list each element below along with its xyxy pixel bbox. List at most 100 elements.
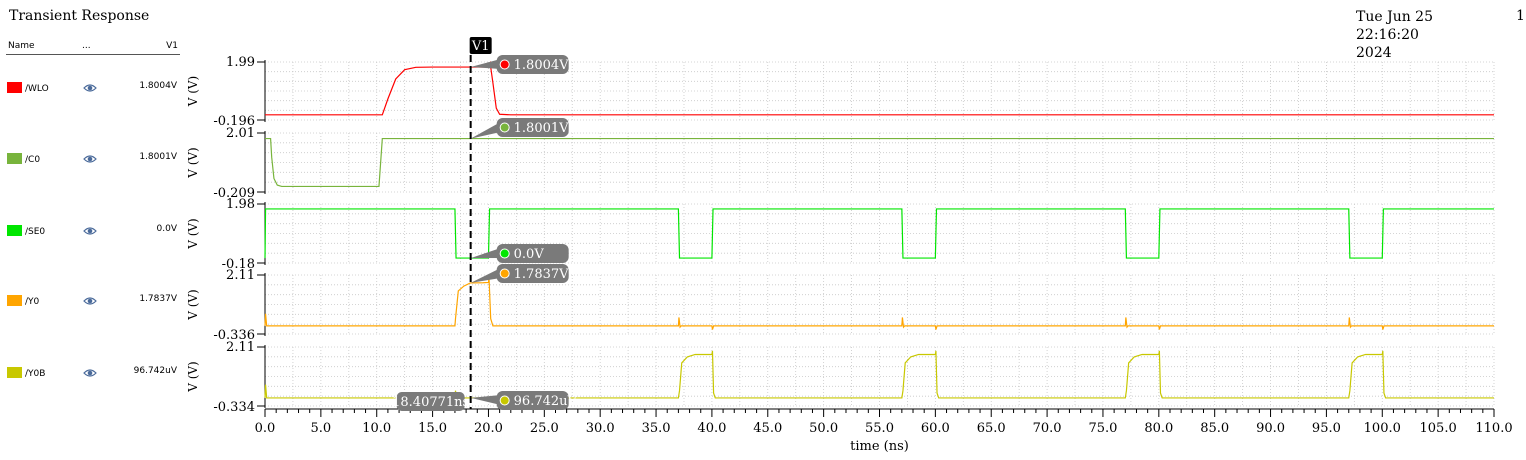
value-flag-box[interactable] — [496, 391, 569, 410]
x-tick-label: 25.0 — [530, 421, 559, 436]
cursor-tag[interactable] — [469, 37, 492, 54]
legend-color-swatch[interactable] — [7, 367, 22, 378]
x-tick-label: 85.0 — [1200, 421, 1229, 436]
value-flag-label: 1.8001V — [514, 121, 569, 136]
y-axis-label: V (V) — [186, 147, 200, 179]
x-tick-label: 55.0 — [865, 421, 894, 436]
x-tick-label: 35.0 — [642, 421, 671, 436]
legend-color-swatch[interactable] — [7, 225, 22, 236]
x-tick-label: 5.0 — [311, 421, 332, 436]
timestamp-line-1: Tue Jun 25 22:16:20 — [1356, 9, 1433, 43]
legend-signal-name: /Y0 — [25, 297, 40, 307]
legend-signal-name: /C0 — [25, 155, 41, 165]
value-flag-dot — [499, 395, 510, 406]
value-flag-pointer — [470, 248, 501, 259]
value-flag-pointer — [470, 395, 501, 405]
y-tick-label: 1.98 — [226, 197, 255, 212]
legend-col-visibility[interactable]: ... — [82, 41, 91, 51]
waveform-trace[interactable] — [264, 208, 1494, 259]
x-tick-label: 0.0 — [255, 421, 276, 436]
value-flag-pointer — [470, 268, 501, 283]
eye-icon[interactable] — [83, 83, 97, 93]
eye-icon[interactable] — [83, 296, 97, 306]
page-number: 1 — [1516, 8, 1525, 24]
y-tick-label: -0.209 — [213, 186, 255, 201]
x-tick-label: 15.0 — [418, 421, 447, 436]
x-tick-label: 30.0 — [586, 421, 615, 436]
x-tick-label: 90.0 — [1256, 421, 1285, 436]
legend-cursor-value: 1.8004V — [139, 81, 177, 91]
legend-color-swatch[interactable] — [7, 153, 22, 164]
y-axis-label: V (V) — [186, 289, 200, 321]
y-tick-label: 2.11 — [226, 340, 255, 355]
timestamp: Tue Jun 25 22:16:20 2024 — [1356, 8, 1476, 62]
value-flag-box[interactable] — [496, 264, 569, 283]
x-tick-label: 10.0 — [362, 421, 391, 436]
waveform-trace[interactable] — [264, 277, 1494, 330]
x-tick-label: 80.0 — [1144, 421, 1173, 436]
legend-color-swatch[interactable] — [7, 295, 22, 306]
legend-row[interactable]: /C0 1.8001V — [6, 151, 180, 171]
x-tick-label: 70.0 — [1033, 421, 1062, 436]
legend-col-name[interactable]: Name — [8, 41, 35, 51]
legend-row[interactable]: /SE0 0.0V — [6, 223, 180, 243]
y-tick-label: 2.11 — [226, 268, 255, 283]
cursor-tag-label: V1 — [471, 39, 490, 54]
x-tick-label: 110.0 — [1475, 421, 1512, 436]
legend-header: Name ... V1 — [6, 38, 180, 55]
x-tick-label: 100.0 — [1364, 421, 1401, 436]
cursor-x-readout: 18.40771ns — [392, 395, 469, 410]
value-flag-pointer — [470, 122, 501, 139]
eye-icon[interactable] — [83, 154, 97, 164]
legend-signal-name: /SE0 — [25, 227, 46, 237]
y-tick-label: 1.99 — [226, 55, 255, 70]
legend-color-swatch[interactable] — [7, 82, 22, 93]
y-tick-label: -0.18 — [222, 257, 255, 272]
waveform-trace[interactable] — [265, 137, 1494, 188]
value-flag-dot — [499, 248, 510, 259]
x-tick-label: 105.0 — [1420, 421, 1457, 436]
value-flag-label: 1.8004V — [514, 58, 569, 73]
value-flag-box[interactable] — [496, 55, 569, 74]
value-flag-dot — [499, 268, 510, 279]
eye-icon[interactable] — [83, 226, 97, 236]
y-axis-label: V (V) — [186, 361, 200, 393]
x-tick-label: 45.0 — [753, 421, 782, 436]
legend-signal-name: /WLO — [25, 84, 49, 94]
value-flag-label: 0.0V — [514, 247, 545, 262]
legend-cursor-value: 1.7837V — [139, 294, 177, 304]
x-axis-label: time (ns) — [850, 439, 909, 454]
x-tick-label: 20.0 — [474, 421, 503, 436]
y-tick-label: 2.01 — [226, 126, 255, 141]
timestamp-line-2: 2024 — [1356, 45, 1392, 61]
legend-cursor-value: 1.8001V — [139, 152, 177, 162]
legend-cursor-value: 0.0V — [156, 224, 177, 234]
x-tick-label: 60.0 — [921, 421, 950, 436]
value-flag-label: 1.7837V — [514, 267, 569, 282]
y-axis-label: V (V) — [186, 76, 200, 108]
legend-col-cursor[interactable]: V1 — [166, 41, 178, 51]
waveform-trace[interactable] — [265, 60, 1494, 116]
eye-icon[interactable] — [83, 368, 97, 378]
value-flag-label: 96.742uV — [514, 394, 578, 409]
y-axis-label: V (V) — [186, 218, 200, 250]
x-tick-label: 40.0 — [697, 421, 726, 436]
y-tick-label: -0.196 — [213, 114, 255, 129]
legend-row[interactable]: /Y0B 96.742uV — [6, 365, 180, 385]
window-title: Transient Response — [9, 8, 150, 24]
value-flag-box[interactable] — [496, 244, 569, 263]
legend-cursor-value: 96.742uV — [133, 366, 177, 376]
y-tick-label: -0.336 — [213, 328, 255, 343]
value-flag-pointer — [470, 59, 501, 69]
waveform-trace[interactable] — [264, 350, 1494, 399]
value-flag-dot — [499, 122, 510, 133]
value-flag-box[interactable] — [496, 118, 569, 137]
y-tick-label: -0.334 — [213, 400, 255, 415]
legend-row[interactable]: /WLO 1.8004V — [6, 80, 180, 100]
value-flag-dot — [499, 59, 510, 70]
x-tick-label: 95.0 — [1312, 421, 1341, 436]
legend-row[interactable]: /Y0 1.7837V — [6, 293, 180, 313]
cursor-x-readout-box — [396, 392, 465, 411]
x-tick-label: 75.0 — [1088, 421, 1117, 436]
